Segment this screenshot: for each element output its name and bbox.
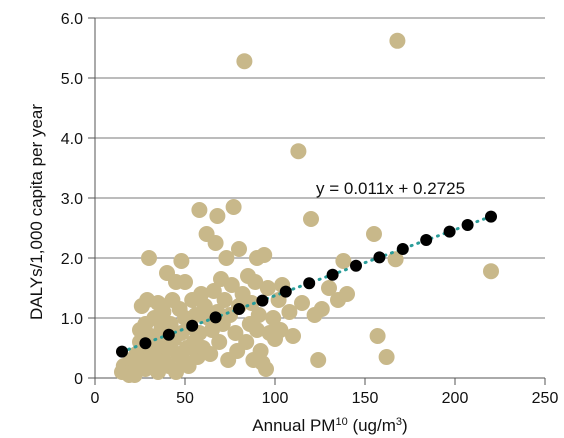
- fitted-point: [256, 294, 269, 307]
- axes: [88, 17, 546, 385]
- data-point: [272, 322, 289, 338]
- fitted-point: [162, 328, 175, 341]
- x-axis-title: Annual PM10 (ug/m3): [252, 416, 407, 435]
- data-point: [321, 280, 337, 296]
- data-point: [155, 304, 172, 320]
- fitted-point: [209, 311, 222, 324]
- fitted-point: [461, 219, 474, 231]
- x-axis-title-superscript: 3: [396, 416, 402, 428]
- data-point: [369, 328, 386, 344]
- data-point: [173, 253, 190, 269]
- fitted-point: [485, 210, 497, 223]
- data-point: [202, 346, 219, 362]
- data-point: [285, 328, 301, 344]
- data-point: [191, 202, 208, 218]
- data-point: [249, 322, 265, 338]
- data-point: [389, 32, 406, 49]
- data-point: [250, 307, 267, 323]
- y-tick-label: 4.0: [61, 131, 83, 148]
- x-axis-title-main: Annual PM: [252, 416, 335, 435]
- data-point: [216, 292, 233, 308]
- fitted-points: [116, 210, 497, 358]
- x-tick-label: 50: [176, 390, 194, 407]
- x-axis-title-close: ): [402, 416, 408, 435]
- data-point: [252, 343, 269, 359]
- x-axis-title-subscript: 10: [335, 416, 347, 428]
- fitted-point: [233, 303, 245, 315]
- data-point: [141, 250, 157, 266]
- data-point: [378, 349, 395, 365]
- data-point: [290, 143, 307, 160]
- data-point: [209, 208, 226, 224]
- data-point: [294, 295, 310, 311]
- data-point: [205, 283, 222, 299]
- fitted-point: [303, 277, 316, 290]
- data-point: [265, 310, 282, 326]
- data-point: [238, 334, 255, 350]
- x-axis-title-unit: (ug/m: [348, 416, 396, 435]
- data-point: [162, 316, 179, 332]
- fitted-point: [443, 225, 456, 238]
- x-tick-label: 100: [262, 390, 289, 407]
- trendline-equation: y = 0.011x + 0.2725: [316, 179, 465, 198]
- fitted-point: [186, 319, 199, 332]
- data-point: [231, 241, 247, 257]
- x-tick-label: 200: [442, 390, 469, 407]
- data-point: [225, 199, 242, 215]
- data-points: [114, 32, 499, 383]
- data-point: [196, 298, 213, 314]
- data-point: [366, 226, 382, 242]
- fitted-point: [396, 243, 409, 255]
- data-point: [258, 361, 274, 377]
- data-point: [247, 274, 264, 290]
- data-point: [303, 211, 319, 227]
- data-point: [483, 263, 499, 280]
- fitted-point: [139, 337, 152, 350]
- x-tick-label: 150: [352, 390, 379, 407]
- data-point: [256, 247, 273, 263]
- data-point: [177, 274, 193, 290]
- x-tick-label: 0: [91, 390, 100, 407]
- data-point: [310, 352, 327, 368]
- data-point: [335, 253, 352, 269]
- y-axis-title: DALYs/1,000 capita per year: [27, 104, 46, 320]
- data-point: [168, 364, 184, 380]
- data-point: [259, 280, 276, 296]
- data-point: [211, 334, 228, 350]
- y-tick-label: 2.0: [61, 251, 83, 268]
- data-point: [193, 286, 210, 302]
- y-tick-label: 6.0: [61, 11, 83, 28]
- data-point: [281, 304, 298, 320]
- data-point: [207, 235, 224, 251]
- fitted-point: [373, 251, 386, 264]
- fitted-point: [420, 234, 433, 246]
- tick-labels: 0 1.0 2.0 3.0 4.0 5.0 6.0 0 50 100 150 200 250: [61, 11, 559, 407]
- fitted-point: [350, 259, 362, 272]
- fitted-point: [326, 268, 339, 281]
- y-tick-label: 5.0: [61, 71, 83, 88]
- fitted-point: [116, 345, 128, 358]
- y-tick-label: 0: [74, 371, 83, 388]
- fitted-point: [279, 285, 292, 298]
- x-tick-label: 250: [532, 390, 559, 407]
- gridlines: [95, 17, 545, 319]
- data-point: [387, 251, 404, 268]
- data-point: [223, 277, 240, 293]
- data-point: [236, 53, 253, 70]
- data-point: [339, 286, 355, 302]
- data-point: [313, 301, 330, 317]
- data-point: [218, 250, 235, 266]
- y-tick-label: 3.0: [61, 191, 83, 208]
- y-tick-label: 1.0: [61, 311, 83, 328]
- data-point: [227, 325, 244, 341]
